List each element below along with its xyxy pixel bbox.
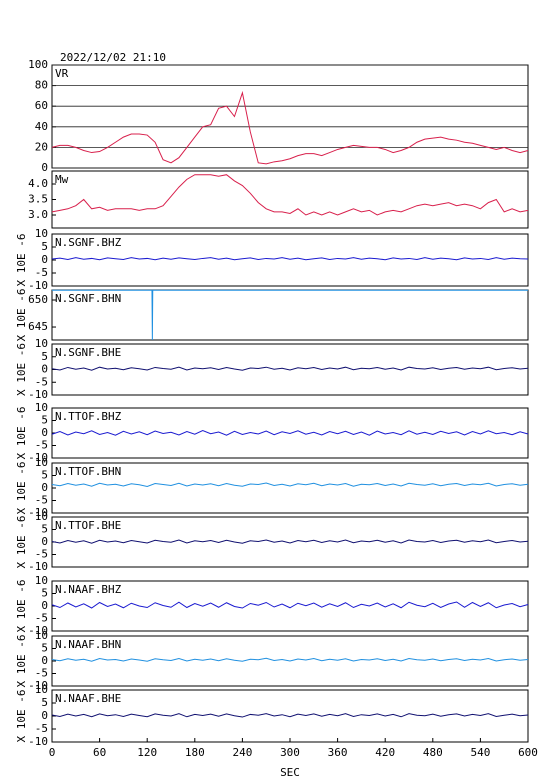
y-axis-label: X 10E -6 [15,690,28,743]
y-axis-label: X 10E -6 [15,516,28,569]
y-tick-label: -5 [35,612,48,625]
x-tick-label: 360 [328,746,348,759]
y-tick-label: 80 [35,79,48,92]
x-tick-label: 240 [232,746,252,759]
x-tick-label: 180 [185,746,205,759]
y-tick-label: 5 [41,642,48,655]
trace-line [51,657,529,662]
trace-name: N.SGNF.BHE [55,346,121,359]
y-tick-label: 5 [41,523,48,536]
y-tick-label: -10 [28,735,48,748]
trace-name: N.NAAF.BHN [55,638,121,651]
y-tick-label: -5 [35,548,48,561]
y-tick-label: 0 [41,363,48,376]
chart-title: 2022/12/02 21:10 [60,51,166,64]
trace-line [51,90,529,165]
y-tick-label: 5 [41,696,48,709]
y-tick-label: 10 [35,227,48,240]
trace-name: N.SGNF.BHN [55,292,121,305]
y-tick-label: -5 [35,494,48,507]
x-tick-label: 300 [280,746,300,759]
y-tick-label: 5 [41,350,48,363]
y-tick-label: -10 [28,279,48,292]
y-axis-label: X 10E -6 [15,580,28,633]
trace-name: Mw [55,173,69,186]
y-tick-label: -5 [35,375,48,388]
x-axis-label: SEC [280,766,300,779]
y-tick-label: 10 [35,337,48,350]
y-tick-label: -10 [28,388,48,401]
y-axis-label: X 10E -6 [15,407,28,460]
y-tick-label: -10 [28,506,48,519]
y-tick-label: 5 [41,587,48,600]
y-tick-label: 5 [41,240,48,253]
trace-line [51,257,529,261]
y-tick-label: 5 [41,414,48,427]
y-tick-label: 0 [41,709,48,722]
y-tick-label: -5 [35,266,48,279]
trace-name: N.TTOF.BHN [55,465,121,478]
y-axis-label: X 10E -6 [15,462,28,515]
y-tick-label: 10 [35,629,48,642]
y-axis-label: X 10E -6 [15,289,28,342]
y-tick-label: 10 [35,574,48,587]
y-tick-label: 10 [35,401,48,414]
y-tick-label: 0 [41,253,48,266]
trace-name: N.NAAF.BHZ [55,583,122,596]
trace-line [51,429,529,436]
trace-line [51,366,529,371]
x-tick-label: 120 [137,746,157,759]
y-tick-label: 40 [35,120,48,133]
trace-name: N.TTOF.BHZ [55,410,122,423]
y-tick-label: -5 [35,722,48,735]
trace-line [51,539,529,544]
trace-line [51,601,529,609]
y-tick-label: 4.0 [28,177,48,190]
y-tick-label: -10 [28,451,48,464]
trace-line [51,713,529,718]
y-tick-label: 0 [41,426,48,439]
y-tick-label: 3.0 [28,208,48,221]
y-axis-label: X 10E -6 [15,635,28,688]
y-tick-label: 10 [35,510,48,523]
y-axis-label: X 10E -6 [15,234,28,287]
y-tick-label: 0 [41,161,48,174]
y-tick-label: -10 [28,624,48,637]
y-tick-label: 645 [28,320,48,333]
y-tick-label: -5 [35,667,48,680]
y-tick-label: -10 [28,679,48,692]
y-tick-label: 10 [35,683,48,696]
y-axis-label: X 10E -6 [15,343,28,396]
trace-name: VR [55,67,69,80]
trace-name: N.TTOF.BHE [55,519,121,532]
x-tick-label: 540 [470,746,490,759]
y-tick-label: 0 [41,535,48,548]
trace-line [52,289,528,341]
x-tick-label: 420 [375,746,395,759]
y-tick-label: 650 [28,293,48,306]
y-tick-label: 0 [41,599,48,612]
y-tick-label: 20 [35,140,48,153]
trace-line [51,174,529,216]
y-tick-label: -5 [35,439,48,452]
trace-line [51,482,529,488]
y-tick-label: 0 [41,481,48,494]
x-tick-label: 600 [518,746,538,759]
y-tick-label: 3.5 [28,193,48,206]
y-tick-label: 0 [41,654,48,667]
y-tick-label: 100 [28,58,48,71]
y-tick-label: -10 [28,560,48,573]
x-tick-label: 480 [423,746,443,759]
trace-name: N.SGNF.BHZ [55,236,122,249]
y-tick-label: 60 [35,99,48,112]
y-tick-label: 10 [35,456,48,469]
x-tick-label: 60 [93,746,106,759]
y-tick-label: 5 [41,469,48,482]
x-tick-label: 0 [49,746,56,759]
trace-name: N.NAAF.BHE [55,692,121,705]
